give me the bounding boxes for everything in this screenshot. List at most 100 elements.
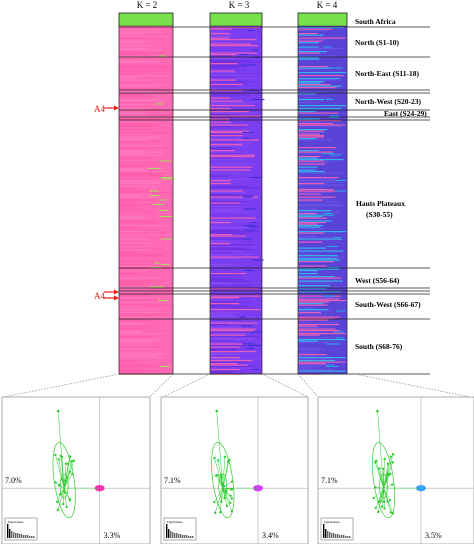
individual-bar (298, 247, 326, 249)
individual-bar (119, 31, 164, 33)
individual-bar (119, 261, 166, 263)
individual-bar (119, 205, 139, 207)
individual-bar (298, 201, 341, 203)
individual-bar (119, 171, 171, 173)
pca-point (388, 498, 392, 502)
individual-bar (210, 102, 255, 104)
individual-bar (298, 208, 318, 210)
individual-bar (210, 268, 251, 270)
individual-bar (298, 364, 336, 366)
individual-bar-accent (159, 55, 167, 57)
individual-bar (119, 286, 164, 288)
individual-bar-accent (244, 238, 253, 240)
individual-bar (210, 336, 259, 338)
structure-column-k2 (118, 12, 176, 375)
eigenvalue-bar (21, 534, 23, 538)
individual-bar (298, 346, 326, 348)
individual-bar-accent (326, 246, 339, 247)
individual-bar-accent (336, 310, 346, 312)
individual-bar (119, 91, 162, 93)
individual-bar (298, 369, 333, 371)
individual-bar (210, 307, 243, 309)
individual-bar (210, 204, 242, 206)
individual-bar (298, 361, 346, 363)
individual-bar (119, 304, 173, 306)
individual-bar (119, 255, 164, 257)
eigenvalue-label: Eigenvalues (167, 520, 183, 524)
individual-bar (119, 358, 138, 360)
individual-bar (298, 276, 335, 278)
individual-bar (298, 244, 318, 246)
individual-bar (298, 280, 344, 282)
individual-bar (210, 76, 235, 78)
individual-bar (298, 55, 340, 57)
individual-bar (298, 204, 343, 206)
individual-bar (210, 231, 260, 233)
individual-bar (298, 220, 332, 222)
individual-bar (210, 349, 238, 351)
individual-bar (298, 252, 341, 254)
individual-bar (298, 37, 346, 39)
individual-bar (298, 307, 317, 309)
individual-bar (119, 27, 149, 29)
individual-bar (119, 204, 171, 206)
pca-spoke (222, 456, 226, 489)
individual-bar (119, 61, 160, 63)
marker-a4-lower-label: A4 (94, 291, 105, 301)
individual-bar (119, 250, 159, 252)
individual-bar (210, 171, 232, 173)
individual-bar (119, 93, 146, 95)
individual-bar (119, 354, 168, 356)
structure-column-k4 (297, 12, 348, 375)
pca-axis2-label: 3.3% (104, 531, 121, 540)
individual-bar (298, 75, 344, 77)
individual-bar (119, 43, 152, 45)
individual-bar (119, 150, 148, 152)
pca-axis1-label: 7.1% (164, 476, 181, 485)
individual-bar (298, 165, 332, 167)
individual-bar (210, 78, 261, 80)
individual-bar (298, 304, 328, 306)
individual-bar (210, 342, 235, 344)
individual-bar (119, 355, 157, 357)
individual-bar (298, 67, 334, 69)
individual-bar (210, 63, 238, 65)
individual-bar (119, 315, 152, 317)
individual-bar (298, 334, 320, 336)
individual-bar (298, 168, 334, 170)
individual-bar (119, 207, 163, 209)
eigenvalue-bar (349, 536, 351, 538)
individual-bar (298, 151, 333, 153)
individual-bar (119, 310, 172, 312)
individual-bar (210, 156, 255, 158)
individual-bar (210, 51, 248, 53)
eigenvalue-bar (341, 535, 343, 538)
individual-bar (298, 303, 324, 305)
pca-spoke (57, 410, 65, 489)
individual-bar (119, 363, 168, 365)
individual-bar (210, 157, 232, 159)
individual-bar (298, 154, 327, 156)
pca-spoke (378, 488, 384, 503)
pca-axis2-label: 3.4% (262, 531, 279, 540)
region-label-north: North (S1-10) (355, 38, 399, 47)
pca-point (382, 467, 385, 471)
individual-bar (119, 243, 152, 245)
individual-bar (210, 303, 240, 305)
individual-bar (119, 133, 153, 135)
individual-bar (298, 268, 340, 270)
eigenvalue-bar (29, 536, 31, 538)
individual-bar-accent (250, 331, 262, 333)
eigenvalue-bar (343, 535, 345, 538)
individual-bar (298, 91, 327, 93)
individual-bar (210, 138, 245, 140)
eigenvalue-bar (178, 534, 180, 538)
individual-bar-accent (334, 237, 341, 238)
individual-bar (119, 72, 166, 74)
individual-bar (210, 223, 243, 225)
marker-a4-upper: A4 (94, 104, 119, 114)
individual-bar (210, 133, 243, 135)
individual-bar (119, 201, 145, 203)
individual-bar-accent (149, 286, 164, 288)
individual-bar (210, 304, 232, 306)
